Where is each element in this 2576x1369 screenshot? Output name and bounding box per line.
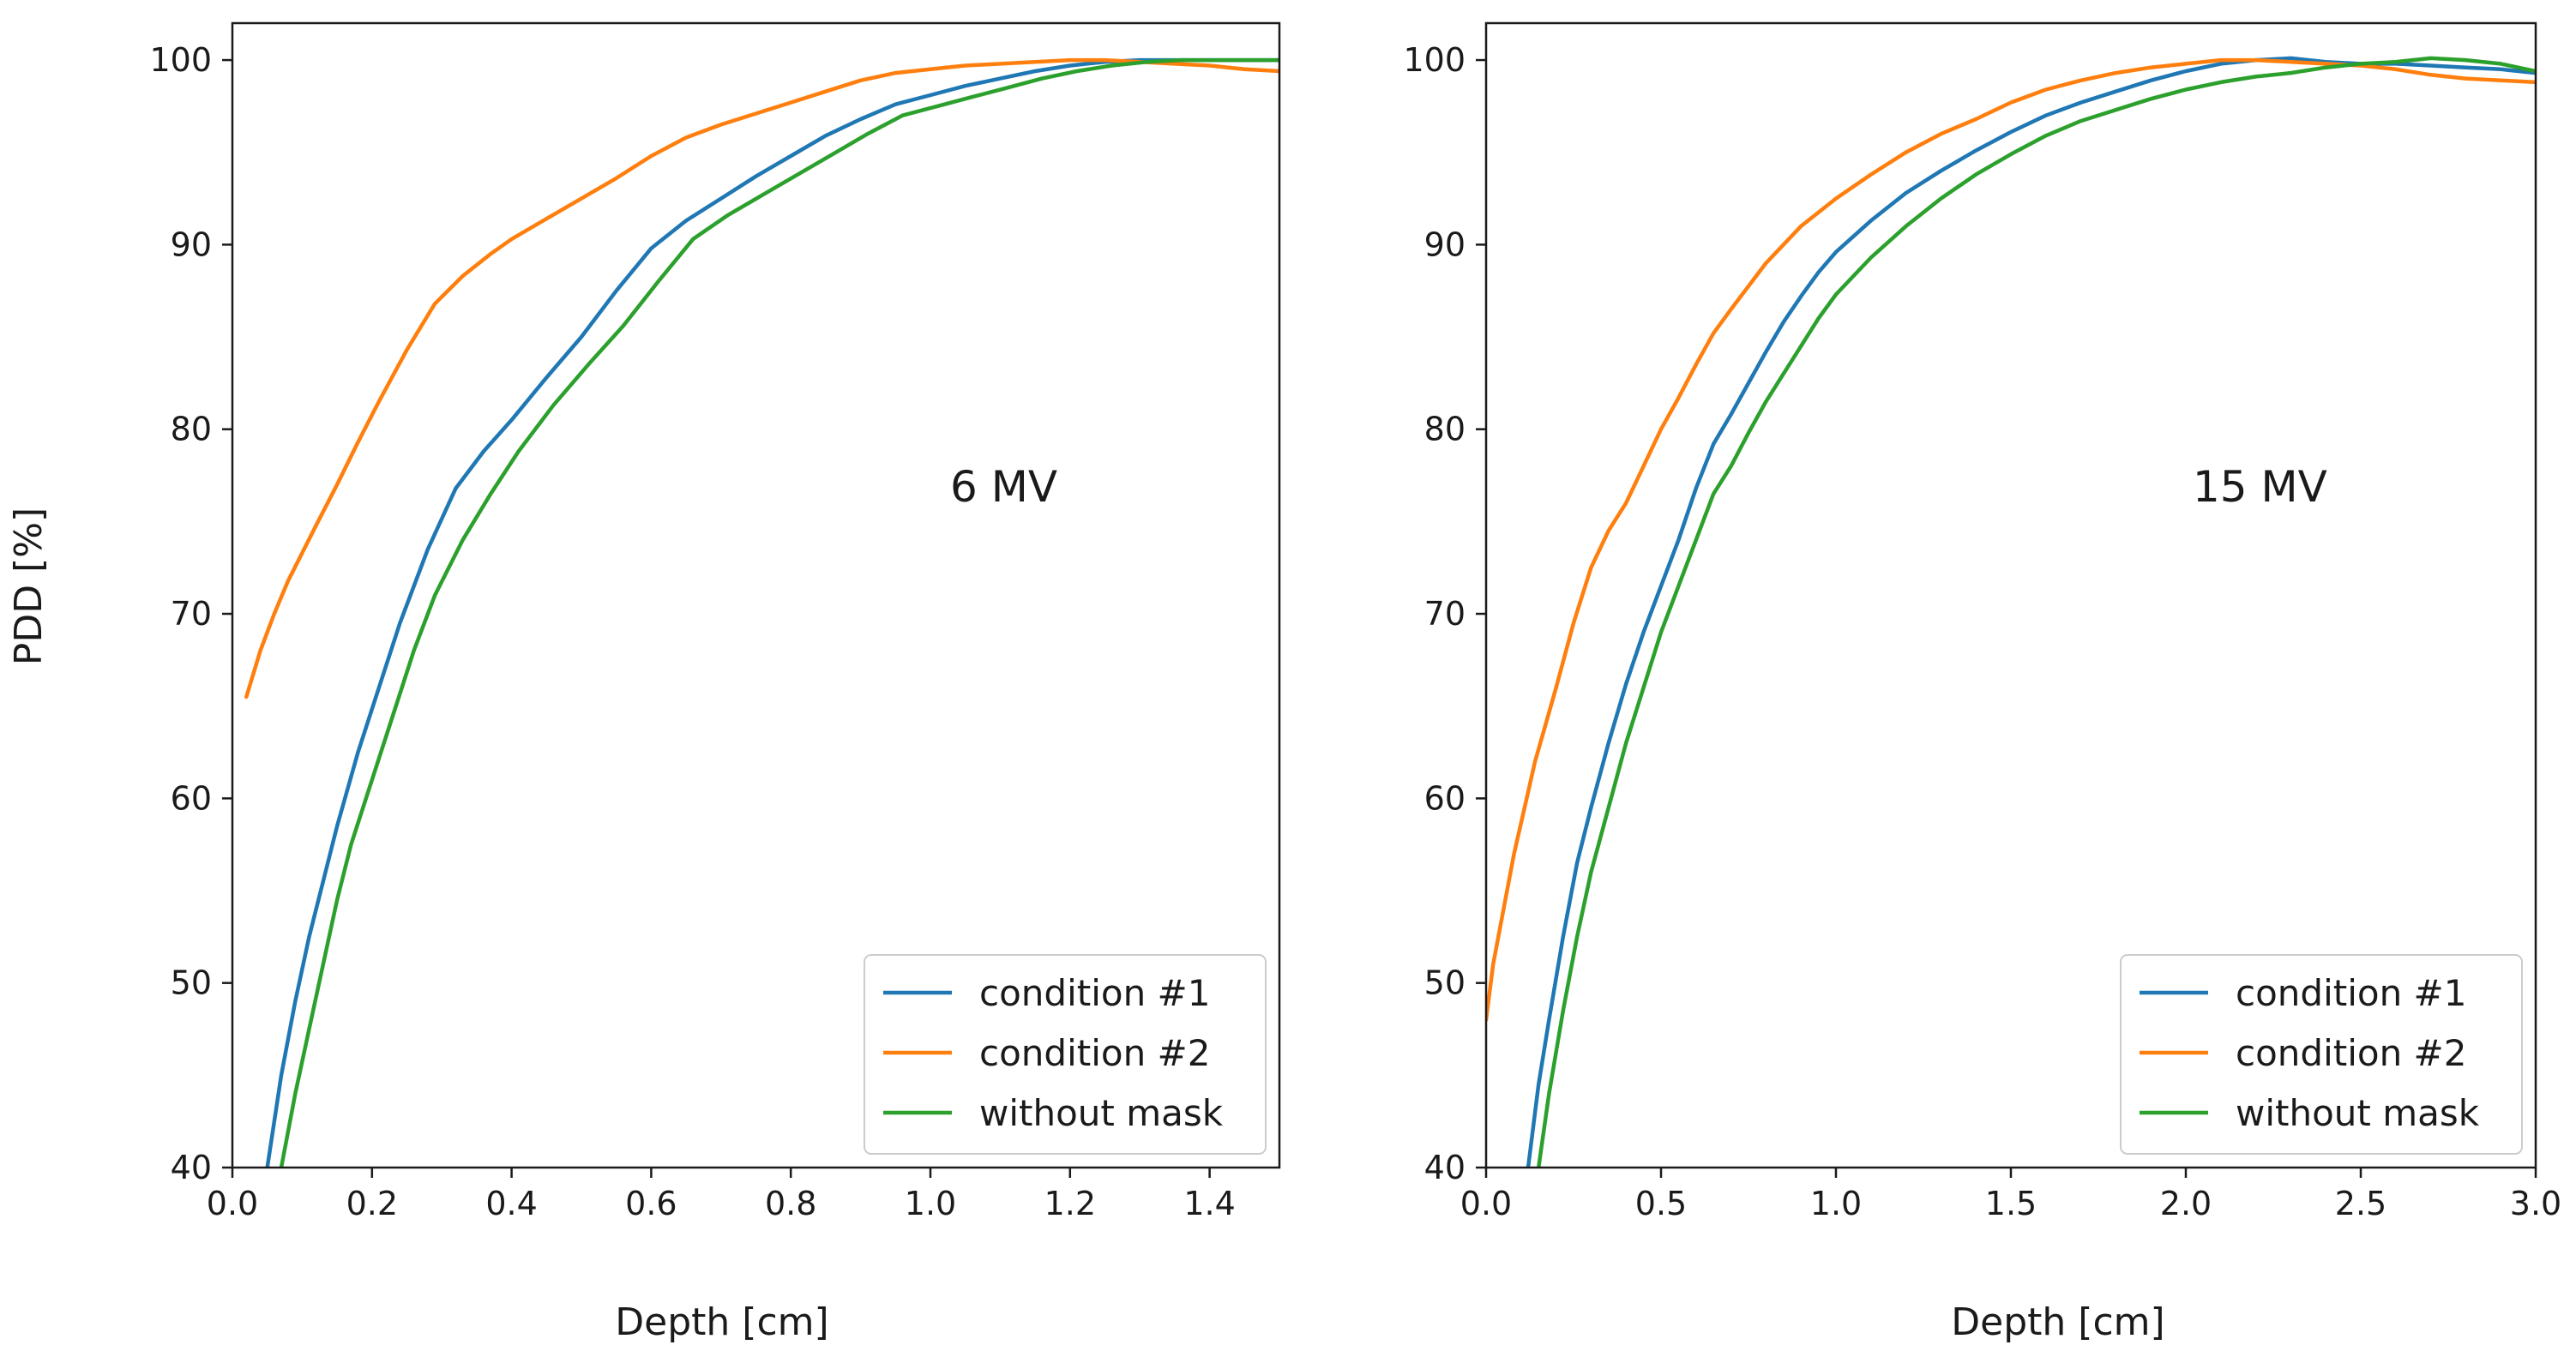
x-tick-label-15mv: 0.0 [1460, 1185, 1512, 1222]
y-tick-label-6mv: 50 [171, 964, 212, 1002]
legend-label-condition-1-15mv: condition #1 [2236, 972, 2466, 1014]
x-tick-label-6mv: 0.4 [485, 1185, 537, 1222]
axes-frame-6mv [231, 21, 1281, 1169]
panel-annotation-15mv: 15 MV [2193, 462, 2327, 512]
legend-15mv: condition #1 condition #2 without mask [2120, 954, 2523, 1155]
x-tick-label-6mv: 0.8 [765, 1185, 816, 1222]
x-tick-label-6mv: 1.4 [1183, 1185, 1235, 1222]
x-tick-label-6mv: 1.2 [1044, 1185, 1096, 1222]
legend-box-15mv [2120, 954, 2523, 1155]
legend-label-condition-1-6mv: condition #1 [979, 972, 1210, 1014]
x-tick-label-6mv: 0.0 [207, 1185, 258, 1222]
chart-panel-6mv: 0.0 0.2 0.4 0.6 0.8 1.0 1.2 1.4 40 50 60 70 80 90 100 c… [149, 21, 1281, 1344]
y-tick-label-6mv: 70 [171, 595, 212, 633]
x-tick-label-15mv: 1.0 [1810, 1185, 1862, 1222]
series-line-without-mask-6mv [279, 57, 1279, 1168]
legend-label-condition-2-15mv: condition #2 [2236, 1032, 2466, 1074]
x-axis-label-6mv: Depth [cm] [615, 1300, 828, 1344]
y-axis-label: PDD [%] [7, 507, 51, 665]
plot-area-6mv: 0.0 0.2 0.4 0.6 0.8 1.0 1.2 1.4 40 50 60 70 80 90 100 c… [149, 21, 1281, 1222]
y-tick-label-6mv: 80 [171, 411, 212, 448]
y-tick-label-6mv: 40 [171, 1149, 212, 1186]
y-tick-label-15mv: 90 [1424, 225, 1466, 263]
panel-annotation-6mv: 6 MV [950, 462, 1057, 512]
x-tick-label-15mv: 2.5 [2335, 1185, 2386, 1222]
y-tick-label-6mv: 90 [171, 225, 212, 263]
legend-label-without-mask-15mv: without mask [2236, 1092, 2480, 1134]
x-tick-label-15mv: 0.5 [1635, 1185, 1687, 1222]
legend-6mv: condition #1 condition #2 without mask [864, 954, 1267, 1155]
y-tick-label-15mv: 80 [1424, 411, 1466, 448]
y-tick-label-15mv: 70 [1424, 595, 1466, 633]
chart-panel-15mv: 0.0 0.5 1.0 1.5 2.0 2.5 3.0 40 50 60 70 80 90 100 cond… [1403, 21, 2561, 1344]
x-tick-label-6mv: 1.0 [905, 1185, 956, 1222]
y-tick-label-15mv: 100 [1403, 41, 1466, 79]
x-tick-label-6mv: 0.6 [625, 1185, 677, 1222]
x-tick-label-15mv: 3.0 [2510, 1185, 2561, 1222]
series-line-condition-1-6mv [265, 57, 1279, 1168]
series-line-condition-2-6mv [244, 57, 1279, 700]
y-tick-label-15mv: 50 [1424, 964, 1466, 1002]
y-tick-label-6mv: 100 [149, 41, 212, 79]
series-line-condition-1-15mv [1526, 56, 2536, 1168]
x-tick-label-15mv: 1.5 [1985, 1185, 2037, 1222]
plot-area-15mv: 0.0 0.5 1.0 1.5 2.0 2.5 3.0 40 50 60 70 80 90 100 cond… [1403, 21, 2561, 1222]
x-tick-label-6mv: 0.2 [346, 1185, 398, 1222]
y-tick-label-6mv: 60 [171, 779, 212, 817]
y-tick-label-15mv: 60 [1424, 779, 1466, 817]
x-tick-label-15mv: 2.0 [2160, 1185, 2212, 1222]
legend-label-condition-2-6mv: condition #2 [979, 1032, 1210, 1074]
legend-box-6mv [864, 954, 1267, 1155]
x-axis-label-15mv: Depth [cm] [1951, 1300, 2164, 1344]
series-line-without-mask-15mv [1536, 56, 2536, 1168]
series-line-condition-2-15mv [1486, 57, 2536, 1022]
y-tick-label-15mv: 40 [1424, 1149, 1466, 1186]
legend-label-without-mask-6mv: without mask [979, 1092, 1224, 1134]
